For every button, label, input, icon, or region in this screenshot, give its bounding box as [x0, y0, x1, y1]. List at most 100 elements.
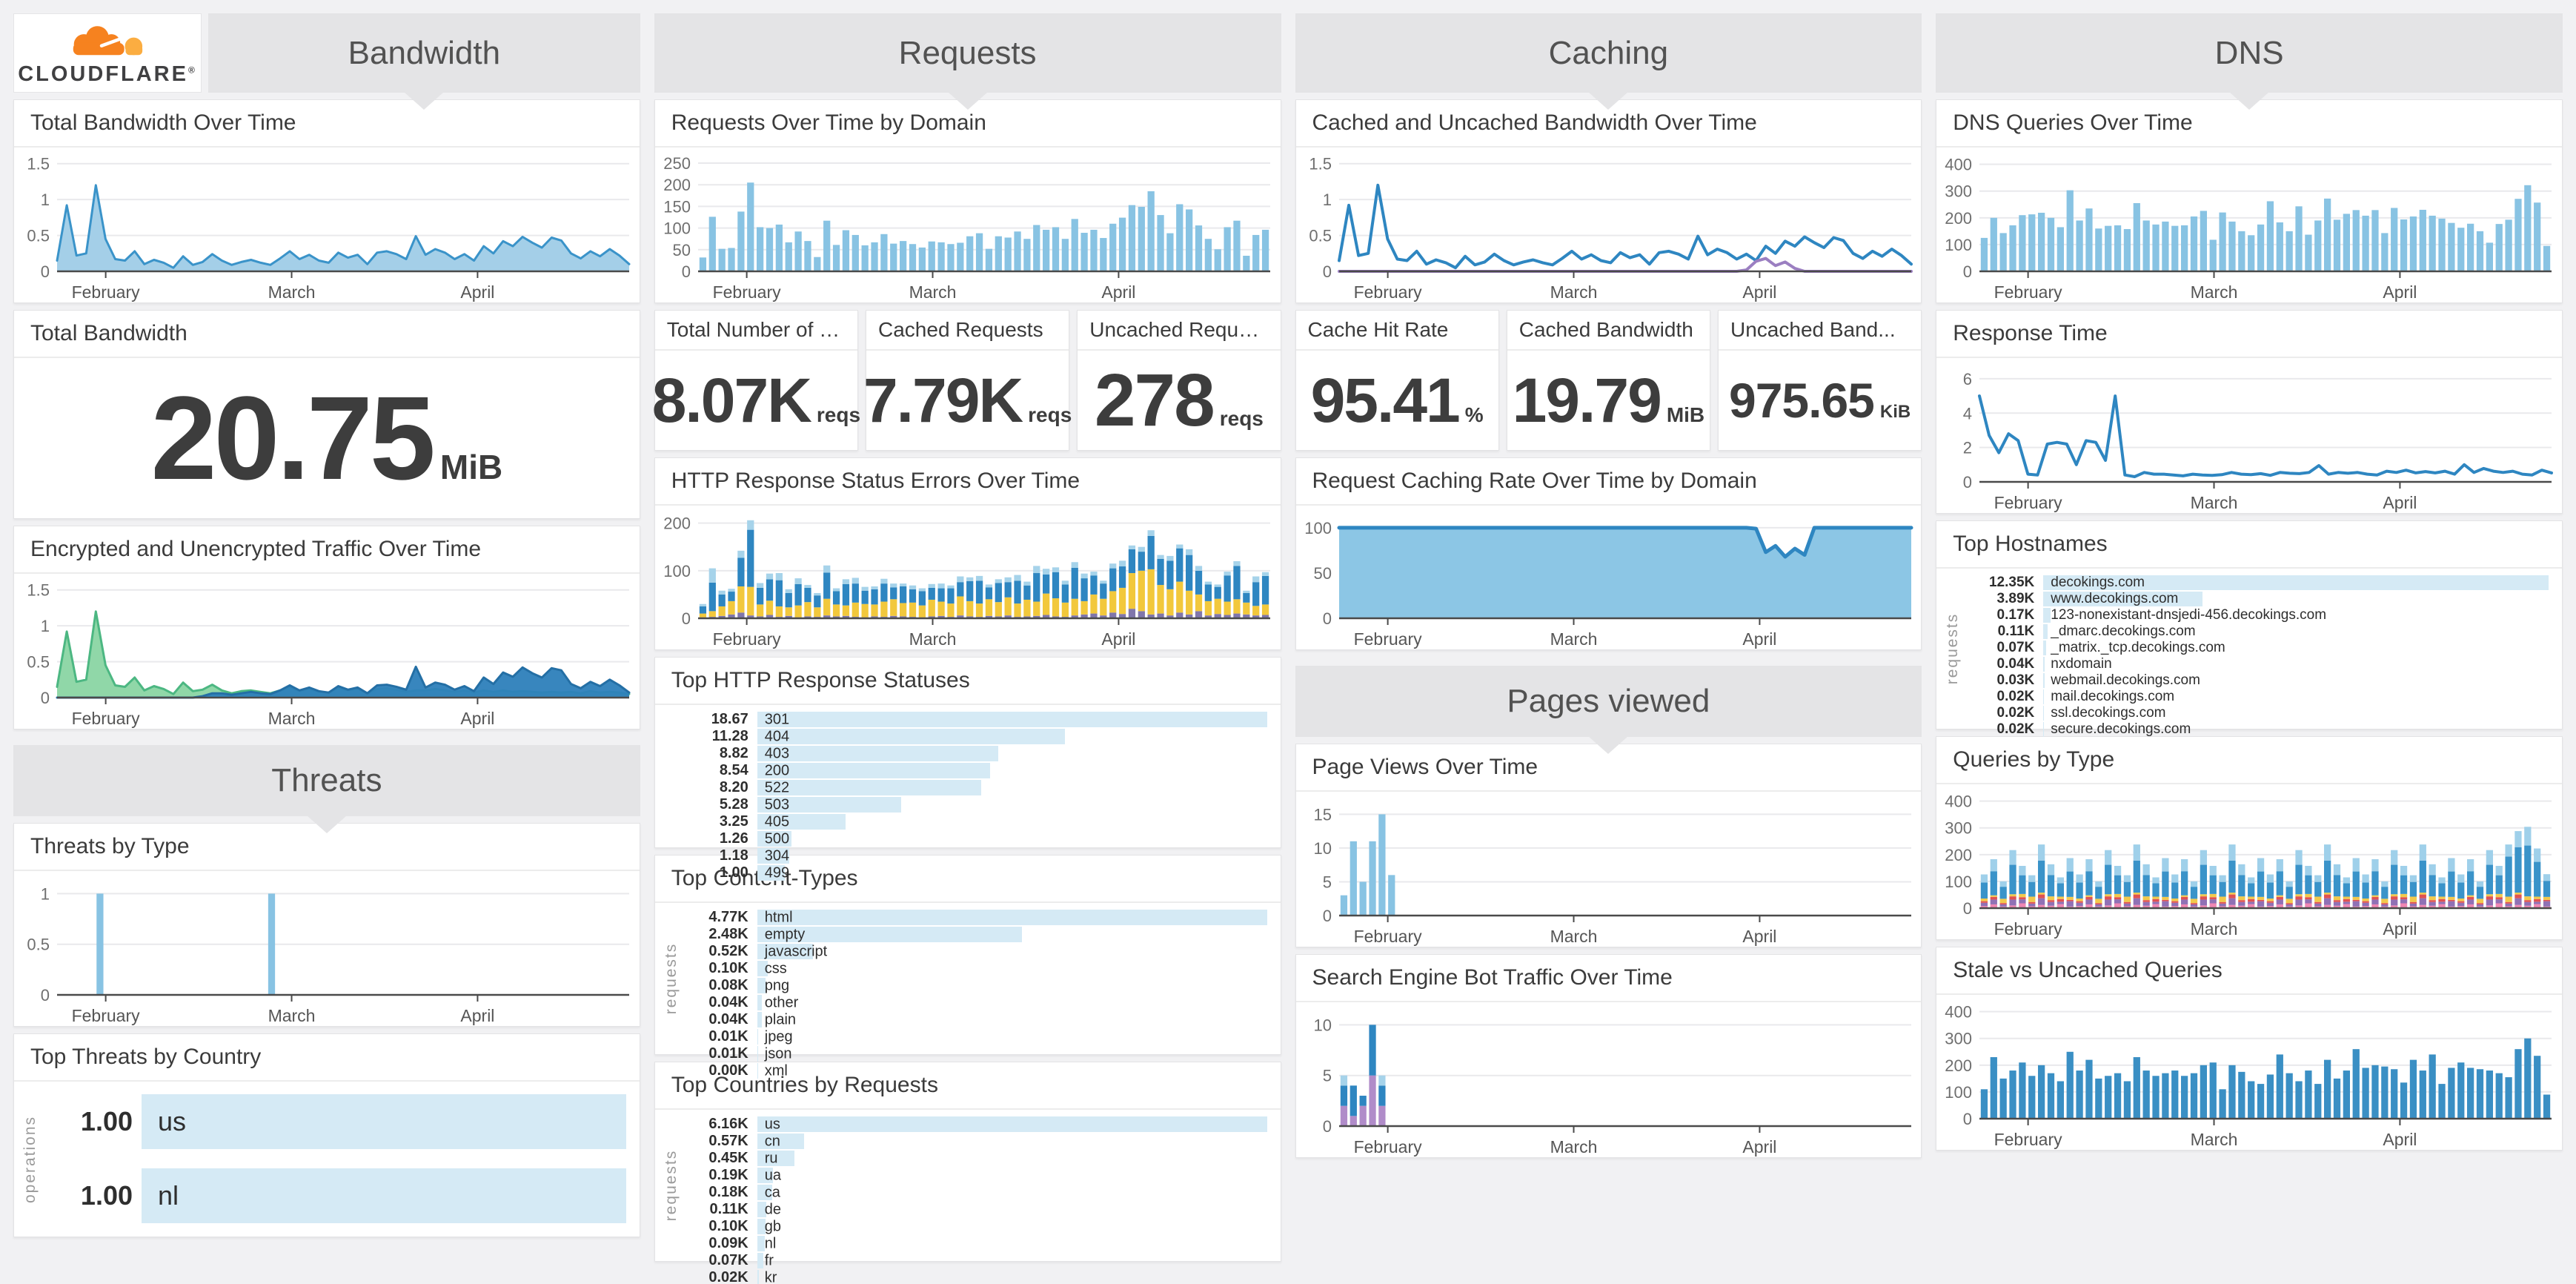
section-header-caching: Caching	[1295, 13, 1922, 110]
svg-text:March: March	[2191, 1130, 2238, 1149]
list-item-label: 500	[764, 830, 790, 847]
list-item: 0.02K kr	[688, 1269, 1267, 1284]
list-item-value: 0.10K	[708, 1218, 748, 1234]
svg-text:March: March	[909, 282, 956, 302]
list-item-bar	[2043, 689, 2045, 704]
list-item-label: _matrix._tcp.decokings.com	[2051, 640, 2225, 655]
list-item-bar	[757, 814, 846, 830]
list-item-value: 11.28	[711, 728, 748, 744]
svg-text:0: 0	[682, 609, 691, 628]
list-item-bar	[2043, 657, 2045, 672]
list-item-bar	[2043, 706, 2045, 721]
svg-text:0.5: 0.5	[1309, 227, 1332, 245]
list-item-label: ca	[764, 1184, 780, 1200]
list-item-bar	[757, 797, 902, 813]
list-item: 3.25 405	[688, 813, 1267, 830]
svg-text:February: February	[72, 709, 141, 728]
list-item-bar	[757, 1219, 766, 1234]
cached-bandwidth-value: 19.79 MiB	[1507, 351, 1710, 450]
dns-queries-chart[interactable]: 0 100 200 300 400 February March April	[1936, 148, 2562, 302]
header-tail	[1588, 92, 1629, 110]
svg-text:0: 0	[41, 262, 50, 281]
caching-stats-row: Cache Hit Rate 95.41 % Cached Bandwidth …	[1295, 310, 1922, 451]
list-item-bar	[2043, 722, 2045, 737]
threats-by-type-chart[interactable]: 0 0.5 1 February March April	[14, 871, 640, 1026]
list-item-label: html	[764, 909, 793, 925]
svg-text:15: 15	[1313, 805, 1331, 824]
svg-text:200: 200	[663, 176, 691, 194]
list-item-bar	[2043, 624, 2048, 639]
card-title: Page Views Over Time	[1295, 744, 1922, 792]
list-item: 0.02K secure.decokings.com	[1969, 721, 2549, 738]
svg-text:February: February	[72, 1006, 141, 1025]
list-item-value: 0.11K	[1997, 623, 2035, 639]
caching-rate-chart[interactable]: 0 50 100 February March April	[1296, 506, 1922, 649]
list-item-value: 0.19K	[708, 1167, 748, 1183]
list-item-label: decokings.com	[2051, 575, 2145, 590]
svg-text:4: 4	[1963, 404, 1972, 423]
requests-header-row: Requests	[654, 13, 1281, 110]
svg-text:February: February	[1994, 493, 2063, 512]
svg-text:March: March	[1550, 1137, 1597, 1156]
encrypted-traffic-chart[interactable]: 0 0.5 1 1.5 February March April	[14, 574, 640, 729]
card-title: Queries by Type	[1936, 737, 2562, 784]
list-item: 4.77K html	[688, 909, 1267, 926]
axis-unit-label: requests	[662, 1149, 680, 1222]
list-item: 8.82 403	[688, 745, 1267, 762]
list-item: 0.07K _matrix._tcp.decokings.com	[1969, 640, 2549, 656]
card-uncached-requests: Uncached Requests 278 reqs	[1077, 310, 1281, 451]
stale-uncached-chart[interactable]: 0 100 200 300 400 February March April	[1936, 995, 2562, 1150]
list-item-label: www.decokings.com	[2051, 591, 2179, 606]
card-top-content-types: Top Content-Types requests 4.77K html 2.48…	[654, 855, 1281, 1079]
list-item-label: fr	[764, 1252, 774, 1268]
card-title: Response Time	[1936, 311, 2562, 358]
svg-text:100: 100	[1945, 873, 1973, 891]
card-top-threats-by-country: Top Threats by Country operations 1.00 us…	[13, 1033, 640, 1237]
list-item-label: cn	[764, 1133, 780, 1149]
list-item: 0.04K nxdomain	[1969, 656, 2549, 672]
list-item-label: css	[764, 960, 787, 976]
list-item: 0.45K ru	[688, 1150, 1267, 1167]
card-search-bots: Search Engine Bot Traffic Over Time 0 5 10…	[1295, 954, 1922, 1158]
stat-unit: KiB	[1879, 402, 1911, 422]
svg-text:0: 0	[1963, 262, 1972, 281]
list-item-value: 1.00	[80, 1105, 133, 1136]
list-item-bar	[757, 1063, 758, 1079]
svg-text:0.5: 0.5	[27, 936, 50, 954]
svg-text:0: 0	[1963, 1110, 1972, 1128]
list-item: 1.00 us	[59, 1093, 626, 1149]
queries-by-type-chart[interactable]: 0 100 200 300 400 February March April	[1936, 784, 2562, 939]
search-bots-chart[interactable]: 0 5 10 February March April	[1296, 1002, 1922, 1157]
list-item-label: jpeg	[764, 1028, 793, 1045]
list-item-value: 0.02K	[1996, 705, 2035, 721]
list-item-bar	[2043, 575, 2549, 590]
list-item-value: 0.10K	[708, 960, 748, 976]
list-item: 5.28 503	[688, 796, 1267, 813]
stat-number: 19.79	[1512, 365, 1662, 435]
list-item-bar	[2043, 673, 2045, 688]
svg-text:February: February	[1994, 282, 2063, 302]
http-errors-chart[interactable]: 0 100 200 February March April	[655, 506, 1281, 649]
card-title: Cached and Uncached Bandwidth Over Time	[1295, 100, 1922, 148]
list-item-label: gb	[764, 1218, 781, 1234]
card-encrypted-traffic: Encrypted and Unencrypted Traffic Over T…	[13, 526, 640, 729]
cached-uncached-bandwidth-chart[interactable]: 0 0.5 1 1.5 February March April	[1296, 148, 1922, 302]
page-views-chart[interactable]: 0 5 10 15 February March April	[1296, 792, 1922, 947]
response-time-chart[interactable]: 0 2 4 6 February March April	[1936, 358, 2562, 513]
svg-text:0: 0	[41, 986, 50, 1005]
svg-text:0.5: 0.5	[27, 227, 50, 245]
svg-text:February: February	[712, 282, 781, 302]
list-item: 1.00 499	[688, 864, 1267, 881]
requests-over-time-chart[interactable]: 0 50 100 150 200 250 February March April	[655, 148, 1281, 302]
svg-text:0: 0	[682, 262, 691, 281]
total-bandwidth-over-time-chart[interactable]: 0 0.5 1 1.5 February March April	[14, 148, 640, 302]
svg-text:February: February	[72, 282, 141, 302]
svg-text:400: 400	[1945, 792, 1973, 811]
list-item: 1.00 nl	[59, 1168, 626, 1223]
list-item-label: javascript	[764, 943, 828, 959]
svg-text:200: 200	[663, 514, 691, 533]
cloudflare-logo[interactable]: CLOUDFLARE®	[13, 13, 202, 93]
card-title: DNS Queries Over Time	[1936, 100, 2562, 148]
svg-text:300: 300	[1945, 182, 1973, 201]
